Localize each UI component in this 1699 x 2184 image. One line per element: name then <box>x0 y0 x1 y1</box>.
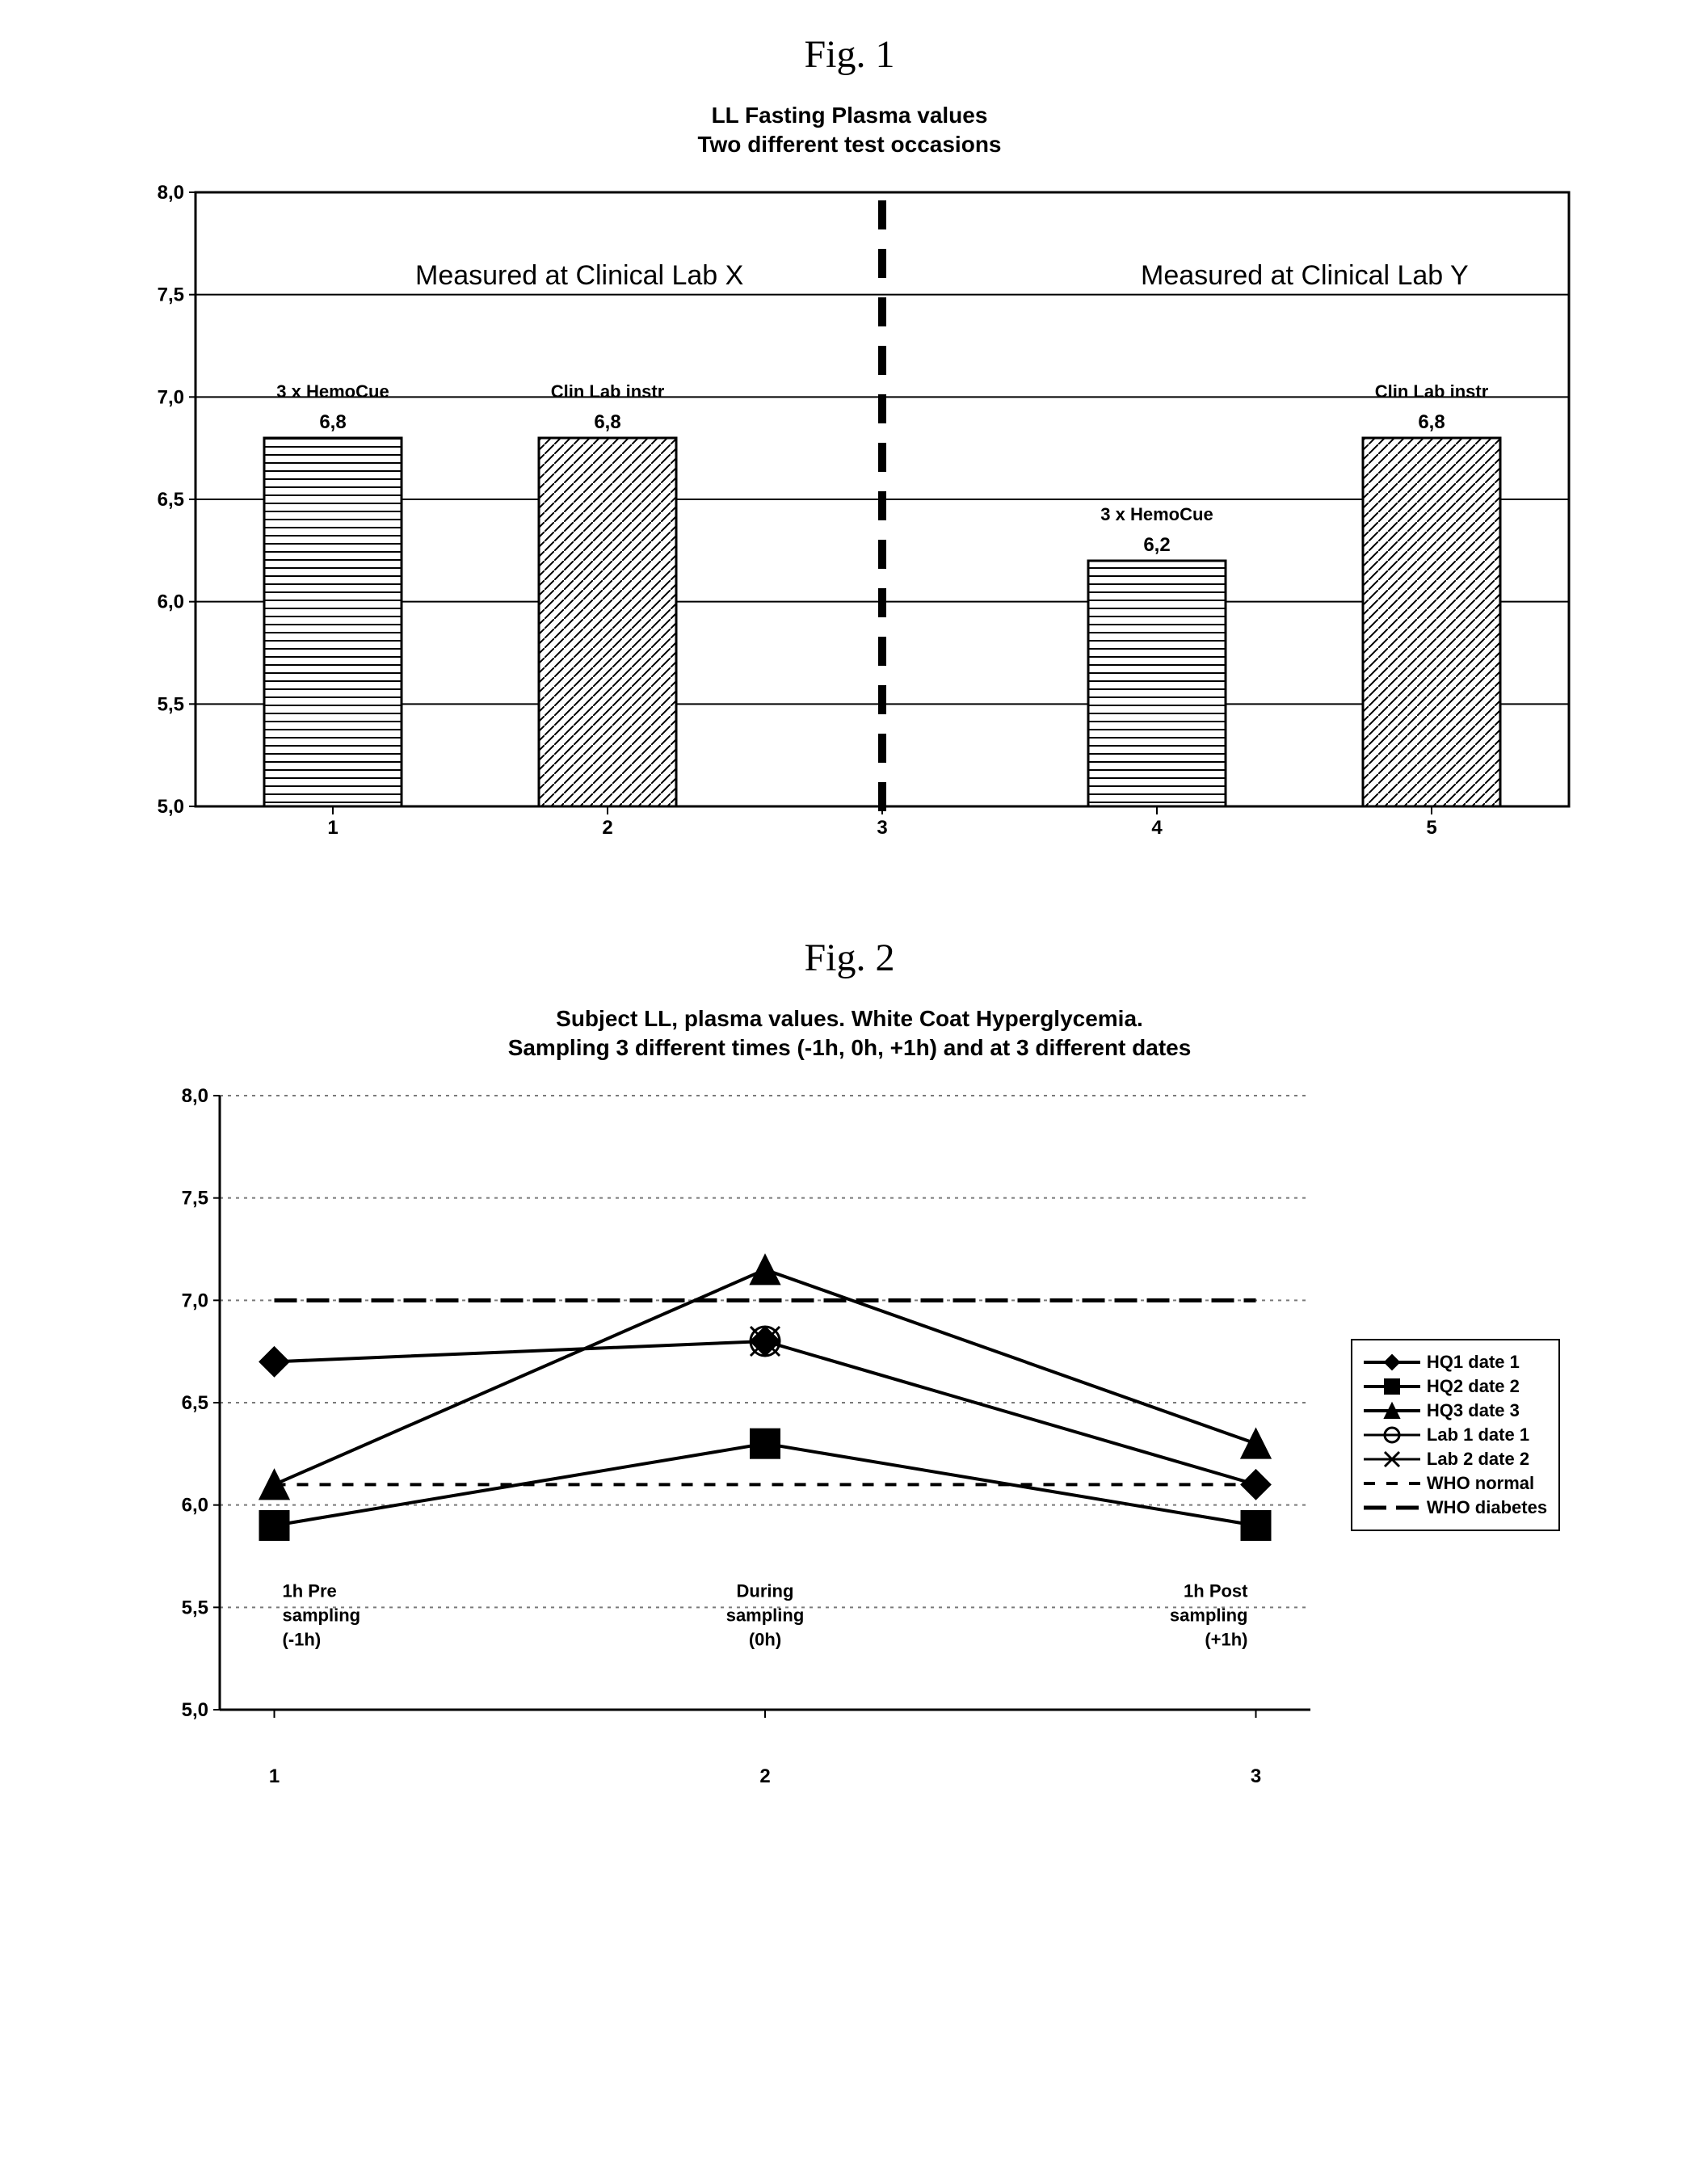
svg-text:3: 3 <box>1251 1765 1261 1787</box>
legend-label: HQ3 date 3 <box>1427 1400 1520 1421</box>
svg-text:Clin Lab instr: Clin Lab instr <box>1374 381 1488 402</box>
svg-text:5: 5 <box>1426 817 1436 839</box>
legend-label: HQ1 date 1 <box>1427 1352 1520 1373</box>
legend-item: WHO normal <box>1364 1473 1547 1494</box>
svg-text:1: 1 <box>327 817 338 839</box>
fig1-title-l1: LL Fasting Plasma values <box>712 103 988 128</box>
svg-text:6,2: 6,2 <box>1143 534 1170 556</box>
svg-text:7,5: 7,5 <box>182 1187 208 1209</box>
svg-text:3 x HemoCue: 3 x HemoCue <box>1100 504 1213 524</box>
svg-text:7,5: 7,5 <box>157 284 183 305</box>
svg-text:8,0: 8,0 <box>157 182 183 204</box>
svg-text:(+1h): (+1h) <box>1205 1629 1247 1649</box>
svg-text:6,0: 6,0 <box>157 591 183 612</box>
svg-text:sampling: sampling <box>282 1605 360 1625</box>
legend-label: Lab 1 date 1 <box>1427 1424 1529 1445</box>
svg-text:During: During <box>736 1580 793 1601</box>
fig2-title-l1: Subject LL, plasma values. White Coat Hy… <box>556 1006 1143 1031</box>
svg-text:2: 2 <box>759 1765 770 1787</box>
legend-item: Lab 1 date 1 <box>1364 1424 1547 1445</box>
svg-text:6,0: 6,0 <box>182 1494 208 1516</box>
legend-label: HQ2 date 2 <box>1427 1376 1520 1397</box>
fig1-chart: 5,0 5,5 6,0 6,5 7,0 7,5 8,0 Measured at Clinica… <box>32 176 1667 871</box>
legend-label: WHO normal <box>1427 1473 1534 1494</box>
legend-label: WHO diabetes <box>1427 1497 1547 1518</box>
svg-text:7,0: 7,0 <box>182 1290 208 1311</box>
svg-text:5,5: 5,5 <box>157 693 183 715</box>
svg-text:sampling: sampling <box>726 1605 805 1625</box>
legend-item: HQ1 date 1 <box>1364 1352 1547 1373</box>
legend-item: HQ2 date 2 <box>1364 1376 1547 1397</box>
fig2-title-l2: Sampling 3 different times (-1h, 0h, +1h… <box>508 1035 1192 1060</box>
fig1-label: Fig. 1 <box>32 32 1667 77</box>
svg-text:1: 1 <box>269 1765 280 1787</box>
svg-text:Measured at Clinical Lab X: Measured at Clinical Lab X <box>415 260 743 291</box>
svg-text:3: 3 <box>877 817 887 839</box>
svg-text:Measured at Clinical Lab Y: Measured at Clinical Lab Y <box>1141 260 1469 291</box>
svg-text:(0h): (0h) <box>749 1629 781 1649</box>
svg-text:5,0: 5,0 <box>182 1699 208 1721</box>
svg-text:7,0: 7,0 <box>157 386 183 408</box>
fig2-title: Subject LL, plasma values. White Coat Hy… <box>32 1004 1667 1063</box>
fig2-legend: HQ1 date 1 HQ2 date 2 HQ3 date 3 Lab 1 date… <box>1351 1339 1560 1531</box>
legend-item: HQ3 date 3 <box>1364 1400 1547 1421</box>
fig2-label: Fig. 2 <box>32 936 1667 980</box>
svg-text:6,5: 6,5 <box>182 1392 208 1414</box>
legend-item: Lab 2 date 2 <box>1364 1449 1547 1470</box>
svg-text:5,0: 5,0 <box>157 796 183 818</box>
svg-text:5,5: 5,5 <box>182 1597 208 1618</box>
svg-text:1h Post: 1h Post <box>1184 1580 1248 1601</box>
svg-text:4: 4 <box>1151 817 1163 839</box>
legend-item: WHO diabetes <box>1364 1497 1547 1518</box>
svg-text:Clin Lab instr: Clin Lab instr <box>550 381 664 402</box>
svg-text:8,0: 8,0 <box>182 1085 208 1107</box>
fig2-chart: 5,0 5,5 6,0 6,5 7,0 7,5 8,0 1 2 3 1h Pre sampling (-… <box>32 1079 1667 1791</box>
svg-text:6,8: 6,8 <box>319 411 346 433</box>
svg-text:3 x HemoCue: 3 x HemoCue <box>276 381 389 402</box>
svg-text:1h Pre: 1h Pre <box>282 1580 336 1601</box>
svg-text:2: 2 <box>602 817 612 839</box>
legend-label: Lab 2 date 2 <box>1427 1449 1529 1470</box>
fig1-title: LL Fasting Plasma values Two different t… <box>32 101 1667 160</box>
svg-text:6,8: 6,8 <box>1418 411 1445 433</box>
svg-text:6,5: 6,5 <box>157 489 183 511</box>
svg-text:sampling: sampling <box>1170 1605 1248 1625</box>
svg-text:(-1h): (-1h) <box>282 1629 321 1649</box>
svg-text:6,8: 6,8 <box>594 411 620 433</box>
fig1-title-l2: Two different test occasions <box>698 132 1002 157</box>
